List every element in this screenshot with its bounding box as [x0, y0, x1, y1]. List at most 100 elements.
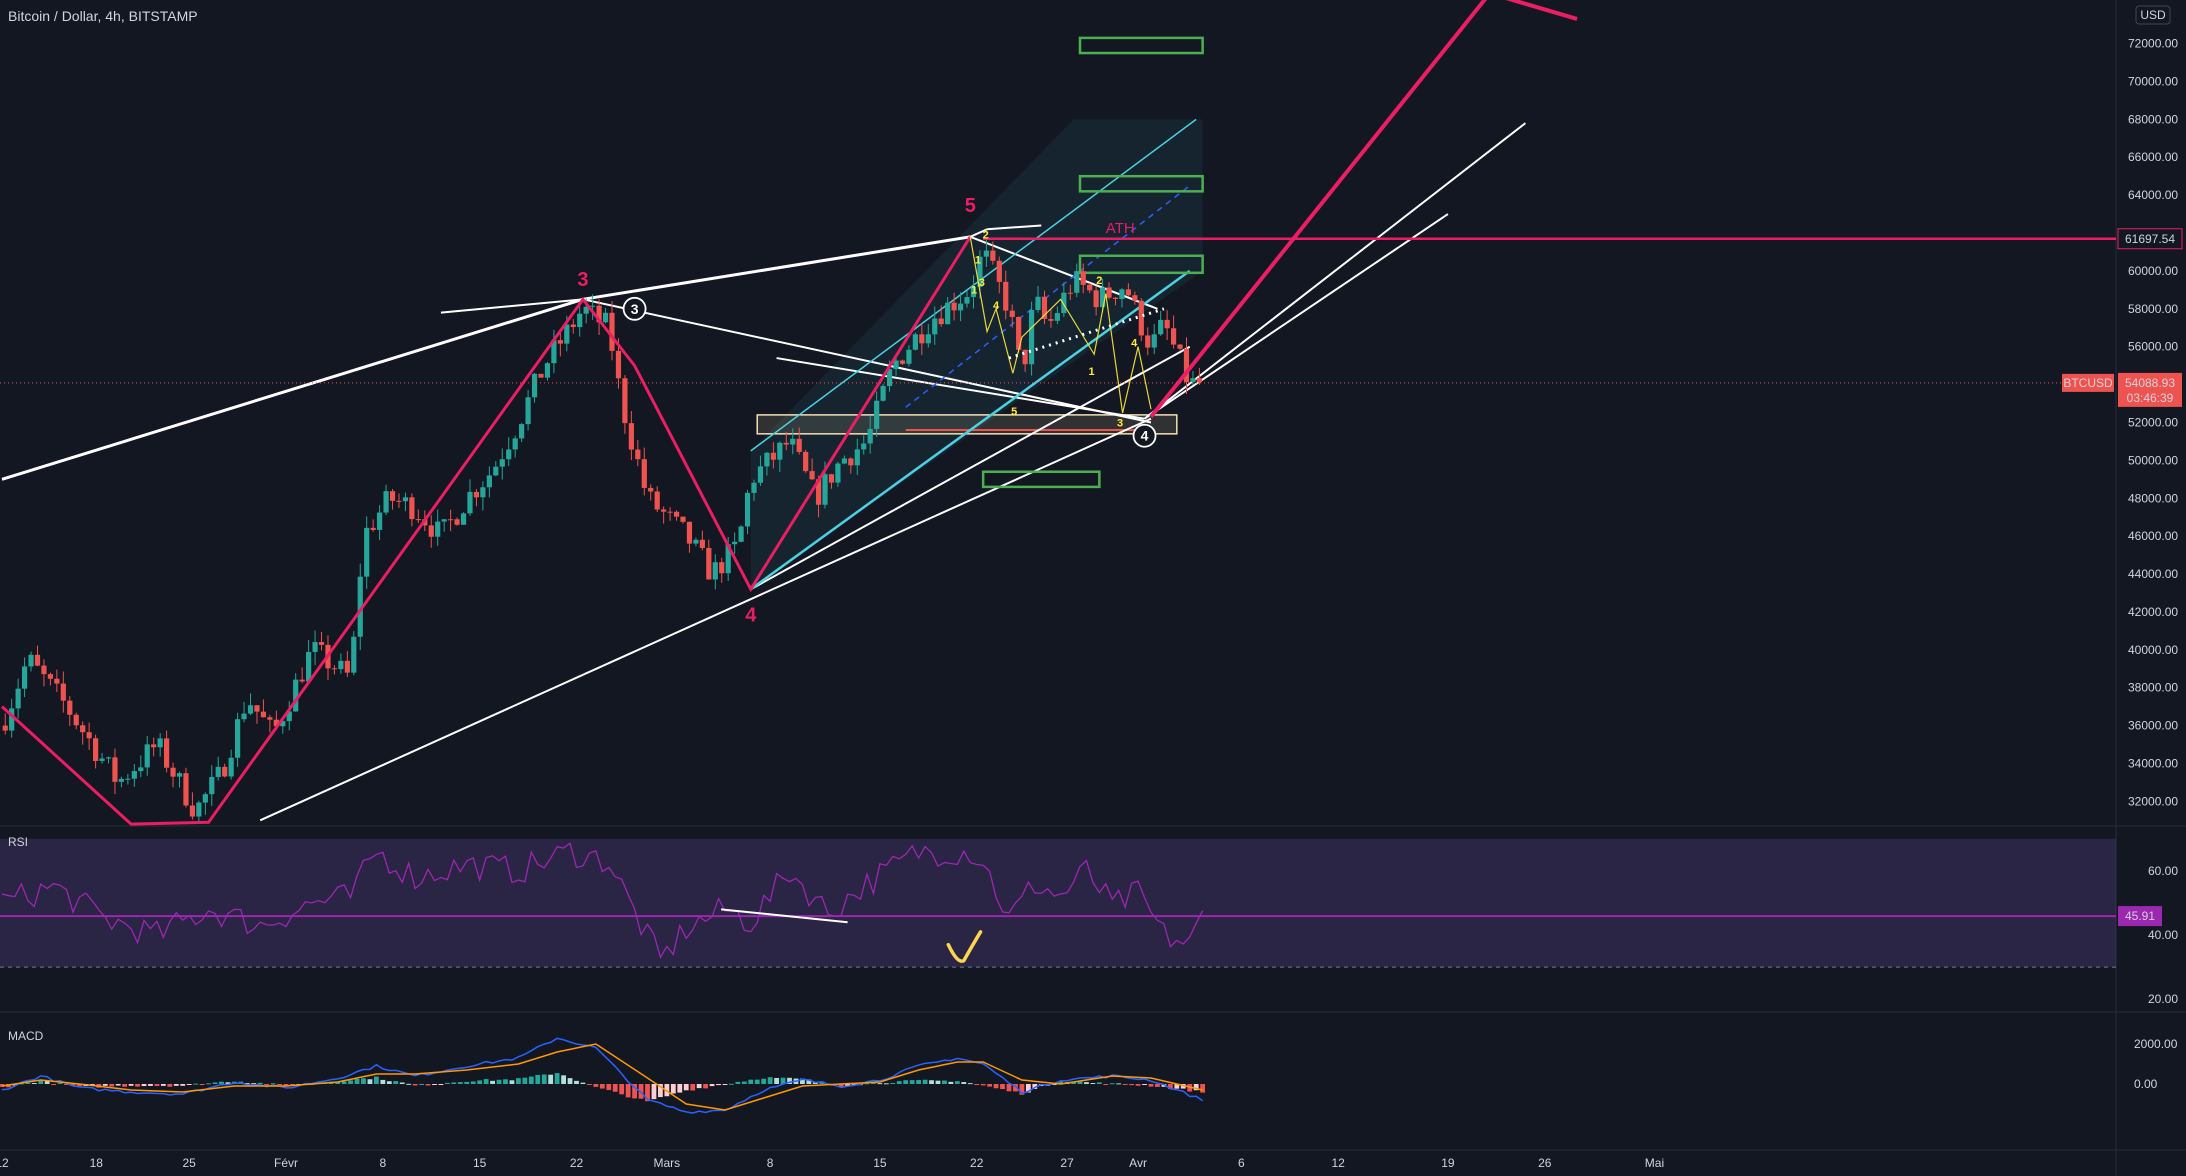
macd-histogram-bar — [683, 1084, 689, 1091]
candle-body — [693, 539, 699, 544]
candle-body — [402, 497, 409, 502]
candle — [396, 493, 402, 508]
macd-histogram-bar — [1122, 1084, 1128, 1085]
candle — [983, 239, 989, 267]
candle-body — [357, 576, 363, 637]
candle — [609, 301, 615, 361]
macd-histogram-bar — [457, 1082, 463, 1084]
macd-histogram-bar — [173, 1084, 179, 1086]
candle-body — [764, 452, 770, 467]
macd-histogram-bar — [412, 1084, 418, 1086]
candle-body — [454, 519, 460, 525]
candle — [577, 306, 583, 337]
macd-histogram-bar — [373, 1076, 379, 1084]
macd-histogram-bar — [896, 1081, 902, 1084]
macd-histogram-bar — [877, 1083, 883, 1085]
interval-label[interactable]: 4h — [105, 8, 121, 24]
candle — [299, 667, 305, 684]
candle-body — [848, 458, 854, 466]
macd-histogram-bar — [612, 1084, 618, 1092]
price-tick-label: 56000.00 — [2128, 340, 2178, 354]
candle — [15, 678, 21, 719]
macd-histogram-bar — [722, 1084, 728, 1085]
macd-histogram-bar — [64, 1084, 69, 1085]
candle-body — [1080, 271, 1086, 285]
candle — [473, 489, 480, 507]
candle — [486, 466, 492, 498]
candle-body — [886, 369, 893, 387]
candle — [209, 765, 215, 806]
candle — [435, 509, 441, 546]
rsi-pane: RSI 20.00 40.00 60.00 45.91 — [0, 835, 2178, 1006]
macd-histogram-bar — [444, 1082, 450, 1084]
candle-body — [73, 714, 79, 726]
candle — [512, 435, 518, 458]
candle-body — [47, 674, 54, 679]
candle-body — [654, 491, 660, 510]
candle — [131, 764, 137, 787]
macd-histogram-bar — [438, 1084, 444, 1085]
candle-body — [996, 260, 1002, 282]
candle-body — [86, 732, 92, 739]
wave-circle-label: 4 — [1132, 423, 1157, 448]
candle — [970, 275, 977, 309]
candle — [389, 488, 396, 510]
macd-histogram-bar — [1193, 1084, 1199, 1091]
candle-body — [1125, 289, 1131, 296]
candle — [777, 441, 783, 472]
candle — [1028, 301, 1035, 376]
candle — [790, 428, 796, 455]
subwave-count: 1 — [971, 285, 977, 297]
trend-line — [440, 298, 584, 314]
candle — [351, 631, 357, 676]
macd-histogram-bar — [167, 1084, 173, 1087]
candle-body — [1041, 296, 1048, 319]
macd-histogram-bar — [451, 1082, 457, 1084]
candle-body — [1164, 319, 1170, 329]
currency-button[interactable]: USD — [2135, 5, 2171, 25]
candle — [1177, 344, 1183, 351]
trend-line — [582, 298, 1152, 424]
time-tick-label: 25 — [183, 1156, 197, 1170]
candle-body — [699, 539, 705, 548]
candle-body — [344, 660, 350, 673]
macd-histogram-bar — [864, 1083, 870, 1085]
macd-histogram-bar — [567, 1078, 573, 1084]
price-tick-label: 42000.00 — [2128, 605, 2178, 619]
macd-histogram-bar — [38, 1080, 44, 1084]
macd-histogram-bar — [716, 1084, 721, 1086]
candle-body — [183, 773, 189, 806]
candle-body — [493, 466, 499, 476]
rsi-divergence-line — [720, 908, 848, 924]
candle-body — [131, 771, 137, 779]
candle-body — [673, 511, 680, 517]
candle — [661, 506, 667, 524]
macd-histogram-bar — [1051, 1084, 1057, 1085]
candle — [80, 721, 86, 745]
candle-body — [318, 642, 325, 645]
rsi-value-badge — [2118, 906, 2162, 927]
candle — [254, 705, 260, 724]
candle — [525, 389, 531, 431]
macd-histogram-bar — [1167, 1084, 1173, 1090]
candle-body — [299, 679, 305, 682]
macd-histogram-bar — [741, 1081, 747, 1084]
candle — [1112, 296, 1119, 306]
macd-histogram-bar — [1006, 1084, 1012, 1092]
candle — [602, 308, 609, 324]
macd-histogram-bar — [1103, 1084, 1109, 1085]
candle — [867, 416, 873, 454]
macd-histogram-bar — [348, 1080, 353, 1084]
macd-histogram-bar — [980, 1084, 986, 1086]
candle — [441, 518, 447, 532]
candle-body — [919, 334, 925, 344]
candle-body — [54, 678, 60, 684]
macd-pane: MACD 0.00 2000.00 — [0, 1029, 2178, 1114]
candle-body — [751, 482, 757, 493]
trend-line — [750, 345, 1191, 591]
macd-histogram-bar — [1174, 1084, 1180, 1089]
time-tick-label: Févr — [274, 1156, 298, 1170]
candle-body — [157, 738, 163, 748]
macd-histogram-bar — [257, 1082, 263, 1084]
